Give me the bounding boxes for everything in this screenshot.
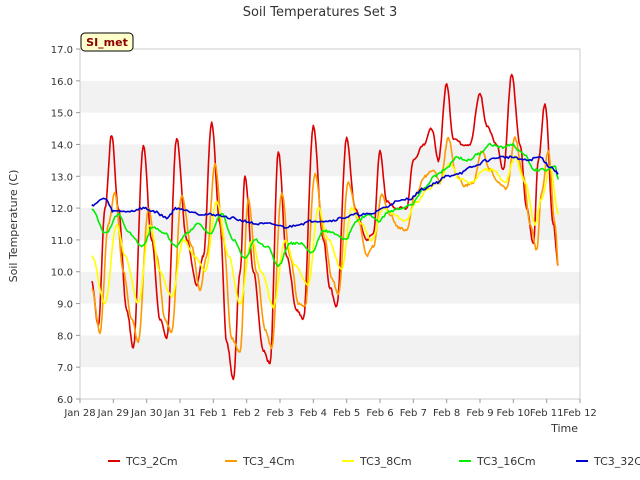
x-tick-label: Feb 4: [300, 408, 327, 419]
station-badge: SI_met: [80, 32, 134, 52]
y-axis-label: Soil Temperature (C): [7, 170, 20, 283]
grid-band: [80, 49, 580, 81]
x-tick-label: Jan 30: [130, 408, 162, 419]
grid-band: [80, 208, 580, 240]
legend-label: TC3_16Cm: [476, 455, 536, 468]
grid-band: [80, 335, 580, 368]
legend-label: TC3_4Cm: [242, 455, 295, 468]
x-axis: Jan 28 Jan 29 Jan 30 Jan 31 Feb 1 Feb 2 Feb 3 F…: [63, 399, 597, 419]
y-tick-label: 10.0: [51, 268, 73, 279]
x-tick-label: Feb 8: [433, 408, 460, 419]
x-tick-label: Jan 28: [63, 408, 95, 419]
x-tick-label: Feb 9: [466, 408, 493, 419]
legend-item: TC3_16Cm: [459, 455, 536, 468]
grid-band: [80, 112, 580, 145]
legend-label: TC3_8Cm: [359, 455, 412, 468]
y-axis: 6.0 7.0 8.0 9.0 10.0 11.0 12.0 13.0 14.0 15.0 16.0…: [51, 45, 80, 406]
legend-label: TC3_32Cm: [593, 455, 640, 468]
legend-item: TC3_8Cm: [342, 455, 412, 468]
chart-title: Soil Temperatures Set 3: [243, 5, 398, 20]
series-lines: [90, 73, 560, 381]
y-tick-label: 11.0: [51, 236, 73, 247]
legend-item: TC3_32Cm: [576, 455, 640, 468]
x-tick-label: Feb 3: [266, 408, 293, 419]
series-line-tc3_2cm: [90, 73, 559, 381]
y-tick-label: 15.0: [51, 109, 73, 120]
y-tick-label: 17.0: [51, 45, 73, 56]
y-tick-label: 12.0: [51, 204, 73, 215]
badge-label: SI_met: [86, 36, 128, 49]
series-line-tc3_32cm: [91, 155, 559, 229]
grid-band: [80, 80, 580, 113]
x-tick-label: Feb 7: [400, 408, 427, 419]
y-tick-label: 6.0: [57, 395, 73, 406]
x-tick-label: Feb 2: [233, 408, 260, 419]
grid-band: [80, 303, 580, 336]
grid-band: [80, 176, 580, 209]
series-line-tc3_4cm: [91, 136, 560, 353]
y-tick-label: 8.0: [57, 331, 73, 342]
legend: TC3_2Cm TC3_4Cm TC3_8Cm TC3_16Cm TC3_32Cm: [108, 455, 640, 468]
x-tick-label: Feb 11: [530, 408, 564, 419]
x-tick-label: Jan 31: [163, 408, 195, 419]
x-tick-label: Feb 10: [497, 408, 531, 419]
y-tick-label: 13.0: [51, 172, 73, 183]
x-tick-label: Feb 5: [333, 408, 360, 419]
x-tick-label: Feb 1: [200, 408, 227, 419]
badge-box: [80, 32, 134, 52]
plot-area: [79, 48, 581, 400]
grid-bands: [80, 49, 580, 399]
y-tick-label: 7.0: [57, 363, 73, 374]
legend-item: TC3_2Cm: [108, 455, 178, 468]
series-line-tc3_8cm: [91, 155, 560, 309]
series-line-tc3_16cm: [91, 142, 560, 268]
x-tick-label: Feb 12: [563, 408, 597, 419]
legend-label: TC3_2Cm: [125, 455, 178, 468]
y-tick-label: 16.0: [51, 77, 73, 88]
grid-band: [80, 367, 580, 399]
y-tick-label: 14.0: [51, 140, 73, 151]
y-tick-label: 9.0: [57, 300, 73, 311]
x-tick-label: Jan 29: [97, 408, 129, 419]
x-axis-label: Time: [550, 422, 578, 435]
x-tick-label: Feb 6: [366, 408, 393, 419]
legend-item: TC3_4Cm: [225, 455, 295, 468]
